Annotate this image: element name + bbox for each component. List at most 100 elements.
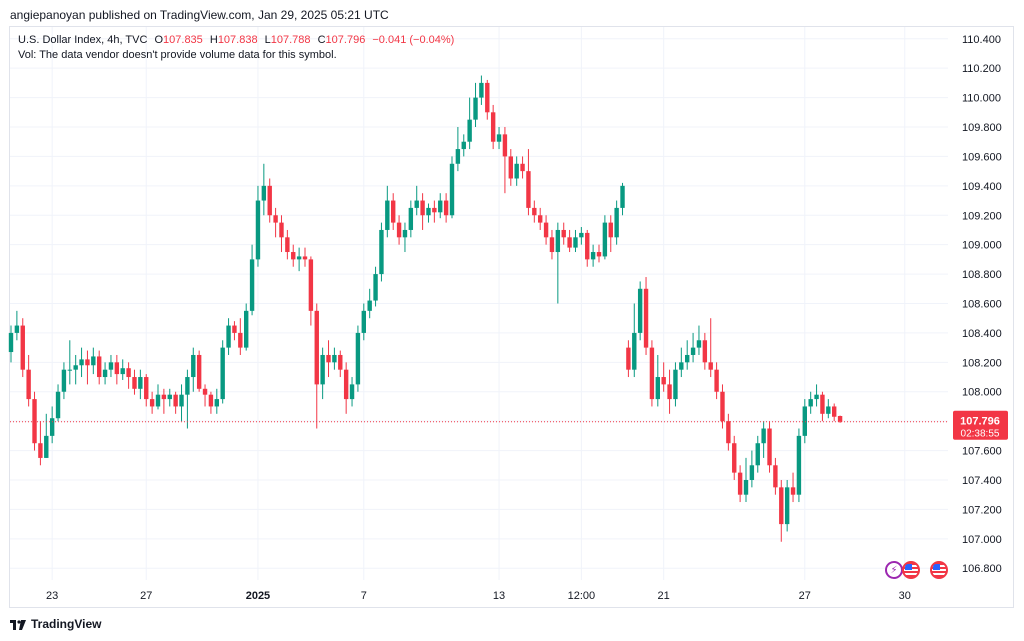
candle-body — [20, 325, 25, 370]
candle-body — [320, 354, 325, 385]
candle-body — [408, 207, 414, 230]
last-price-value: 107.796 — [960, 416, 1000, 428]
published-info: angiepanoyan published on TradingView.co… — [10, 8, 389, 22]
x-tick-label: 2025 — [246, 590, 270, 602]
candle-body — [538, 215, 543, 223]
candle-body — [590, 252, 596, 260]
candle-body — [420, 200, 425, 216]
candle-body — [520, 163, 525, 172]
y-tick-label: 107.400 — [962, 475, 1002, 487]
candle-body — [596, 252, 602, 257]
candle-body — [108, 362, 114, 370]
chart-frame — [9, 26, 1014, 608]
legend-low-label: L — [264, 34, 271, 46]
candle-body — [502, 134, 508, 157]
candle-body — [326, 354, 331, 363]
candle-body — [649, 347, 655, 400]
candle-body — [661, 377, 666, 385]
tradingview-logo[interactable]: TradingView — [10, 617, 101, 631]
candle-body — [285, 237, 290, 253]
candle-body — [214, 399, 219, 407]
candle-body — [673, 369, 678, 400]
candle-body — [626, 347, 631, 370]
candle-body — [173, 394, 178, 407]
candle-body — [808, 399, 813, 407]
candle-body — [467, 119, 472, 142]
candle-body — [373, 274, 378, 301]
candle-body — [379, 229, 384, 275]
legend-open-label: O — [154, 34, 164, 46]
candle-body — [443, 200, 449, 216]
y-tick-label: 107.600 — [962, 446, 1002, 458]
legend-high-label: H — [209, 34, 218, 46]
us-flag-event-icon[interactable] — [930, 561, 948, 579]
volume-note: Vol: The data vendor doesn't provide vol… — [18, 49, 337, 61]
x-tick-label: 21 — [658, 590, 670, 602]
candle-body — [102, 369, 108, 378]
candle-body — [655, 377, 660, 400]
candle-body — [32, 399, 37, 444]
candle-body — [85, 359, 90, 366]
x-tick-label: 27 — [799, 590, 811, 602]
candle-body — [573, 237, 578, 248]
candle-body — [837, 416, 843, 422]
candle-body — [543, 222, 549, 238]
candle-body — [702, 340, 708, 363]
y-tick-label: 109.000 — [962, 240, 1002, 252]
candle-body — [755, 443, 760, 466]
candle-body — [261, 185, 267, 201]
us-flag-event-icon[interactable] — [902, 561, 920, 579]
candle-body — [167, 394, 172, 400]
candle-body — [690, 347, 696, 355]
flash-event-icon[interactable]: ⚡ — [885, 561, 903, 579]
candle-body — [302, 256, 308, 260]
candle-body — [44, 435, 49, 458]
y-tick-label: 110.200 — [962, 63, 1001, 75]
candle-body — [561, 229, 566, 238]
candle-body — [455, 149, 461, 164]
candle-body — [790, 487, 796, 495]
candle-body — [549, 237, 555, 253]
candle-body — [314, 310, 319, 385]
candle-body — [91, 356, 96, 366]
candle-body — [291, 252, 296, 260]
candle-body — [196, 354, 202, 389]
y-tick-label: 107.000 — [962, 534, 1002, 546]
candle-body — [802, 406, 807, 436]
y-tick-label: 108.400 — [962, 328, 1002, 340]
y-tick-label: 108.800 — [962, 269, 1002, 281]
candle-body — [332, 354, 337, 363]
candle-body — [737, 472, 743, 495]
candle-body — [249, 259, 255, 311]
y-tick-label: 108.600 — [962, 299, 1002, 311]
candle-body — [73, 365, 78, 370]
candle-body — [126, 368, 131, 378]
y-tick-label: 109.800 — [962, 122, 1002, 134]
candle-body — [238, 332, 243, 348]
x-tick-label: 7 — [361, 590, 367, 602]
candle-body — [61, 369, 67, 392]
candle-body — [396, 222, 402, 238]
candle-body — [696, 340, 702, 348]
chart-legend: U.S. Dollar Index, 4h, TVC O107.835 H107… — [18, 33, 454, 48]
legend-close-label: C — [317, 34, 326, 46]
legend-open-value: 107.835 — [163, 34, 203, 46]
candle-body — [138, 377, 143, 389]
legend-symbol[interactable]: U.S. Dollar Index, 4h, TVC — [18, 34, 148, 46]
candle-body — [414, 200, 419, 208]
candle-body — [279, 222, 284, 238]
candle-body — [779, 487, 784, 525]
candle-body — [8, 332, 14, 353]
x-tick-label: 30 — [899, 590, 911, 602]
legend-change: −0.041 (−0.04%) — [372, 34, 455, 46]
x-tick-label: 23 — [46, 590, 58, 602]
y-tick-label: 109.400 — [962, 181, 1002, 193]
bar-countdown: 02:38:55 — [961, 429, 1000, 440]
candle-body — [732, 443, 737, 473]
candle-body — [685, 354, 690, 363]
candle-body — [438, 200, 443, 213]
candle-body — [114, 362, 120, 375]
candle-body — [826, 406, 831, 414]
